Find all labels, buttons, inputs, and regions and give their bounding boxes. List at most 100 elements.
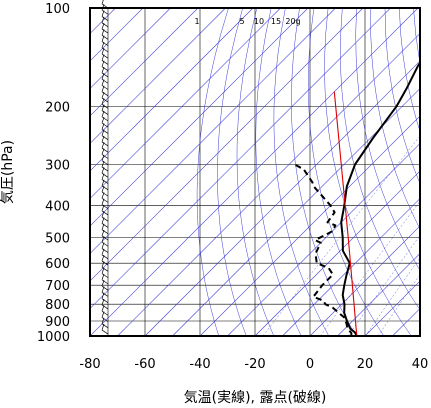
wind-barb (101, 285, 109, 291)
wind-barb (101, 122, 109, 128)
wind-barb (101, 260, 109, 266)
wind-barb (101, 54, 105, 61)
wind-barb (101, 16, 109, 21)
isotherm-line (282, 198, 420, 336)
dry-adiabat-line (340, 8, 420, 311)
dry-adiabat-line (370, 8, 420, 230)
wind-barb (101, 91, 109, 97)
dry-adiabat-line (308, 8, 385, 336)
wind-barb (101, 217, 105, 224)
wind-barb (101, 47, 109, 53)
wind-barb (101, 292, 105, 299)
isotherm-line (227, 143, 420, 336)
mixing-ratio-line (377, 274, 420, 336)
wind-barb (101, 129, 109, 134)
wind-barb (101, 236, 105, 243)
wind-barb (101, 198, 109, 203)
isotherm-line (117, 33, 420, 336)
mixing-ratio-line (365, 257, 420, 336)
dry-adiabat-line (324, 8, 412, 336)
wind-barb (101, 179, 109, 184)
x-tick-label: -80 (79, 357, 100, 372)
wind-barb (101, 104, 105, 111)
isotherm-line (90, 8, 309, 227)
wind-barb (101, 229, 109, 235)
wind-barb (101, 254, 105, 262)
mixing-ratio-label: 1 (194, 17, 199, 26)
wind-barb (101, 147, 109, 153)
wind-barb (101, 292, 109, 297)
wind-barb (101, 142, 105, 149)
wind-barb (101, 323, 105, 331)
wind-barb (101, 298, 109, 303)
isotherm-line (364, 280, 420, 336)
wind-barb (101, 110, 109, 115)
grid-lines (90, 8, 420, 336)
wind-barb (101, 123, 105, 130)
wind-barb (101, 173, 105, 180)
dry-adiabat-line (236, 8, 275, 336)
wind-barb (101, 241, 109, 247)
wind-barb (101, 117, 105, 124)
y-tick-label: 300 (45, 158, 70, 173)
isotherm-line (90, 8, 171, 89)
wind-barb (101, 185, 109, 191)
dry-adiabat-line (291, 8, 357, 336)
isotherm-line (172, 88, 420, 336)
wind-barb (101, 91, 105, 99)
dry-adiabat-line (196, 8, 229, 336)
mixing-ratio-label: 15 (271, 17, 281, 26)
mixing-ratio-line (320, 200, 420, 336)
isotherm-line (199, 115, 420, 336)
wind-barb (101, 85, 105, 92)
wind-barb (101, 191, 109, 197)
wind-barb (101, 242, 105, 249)
wind-barb (101, 98, 105, 105)
isotherm-line (90, 8, 364, 282)
wind-barb (101, 273, 105, 280)
wind-barb (101, 216, 109, 222)
wind-barb (101, 10, 105, 17)
wind-barb (101, 73, 105, 80)
wind-barb (101, 254, 109, 260)
wind-barb (101, 211, 105, 218)
wind-barb (101, 185, 105, 193)
wind-barb (101, 48, 105, 55)
wind-barb (101, 267, 109, 272)
wind-barb (101, 85, 109, 90)
wind-barb (101, 317, 105, 324)
dry-adiabat-line (413, 8, 420, 64)
mixing-ratio-label: 20g (285, 17, 300, 26)
wind-barb (101, 235, 109, 241)
temperature-line (340, 61, 420, 336)
dry-adiabat-line (273, 8, 330, 336)
isotherm-line (90, 8, 254, 172)
wind-barb (101, 116, 109, 122)
isotherm-line (90, 8, 336, 254)
wind-barb (101, 286, 105, 293)
y-tick-label: 900 (45, 315, 70, 330)
wind-barb (101, 167, 105, 174)
isotherm-line (90, 8, 391, 309)
wind-barb (101, 154, 109, 159)
parcel-line (333, 91, 358, 336)
wind-barb (101, 104, 109, 109)
dry-adiabat-line (255, 8, 302, 336)
mixing-ratio-label: 5 (239, 17, 244, 26)
wind-barb (101, 192, 105, 199)
wind-barb (101, 22, 109, 28)
wind-barb (101, 154, 105, 161)
wind-barb (101, 135, 105, 143)
y-tick-label: 600 (45, 257, 70, 272)
dry-adiabat-line (217, 8, 247, 336)
wind-barb (101, 273, 109, 278)
wind-barb (101, 298, 105, 306)
y-tick-label: 400 (45, 199, 70, 214)
isotherm-line (337, 253, 420, 336)
wind-barb (101, 60, 105, 67)
wind-barb (101, 279, 109, 285)
wind-barb (101, 97, 109, 103)
wind-barb (101, 329, 109, 335)
wind-barb (101, 166, 109, 172)
